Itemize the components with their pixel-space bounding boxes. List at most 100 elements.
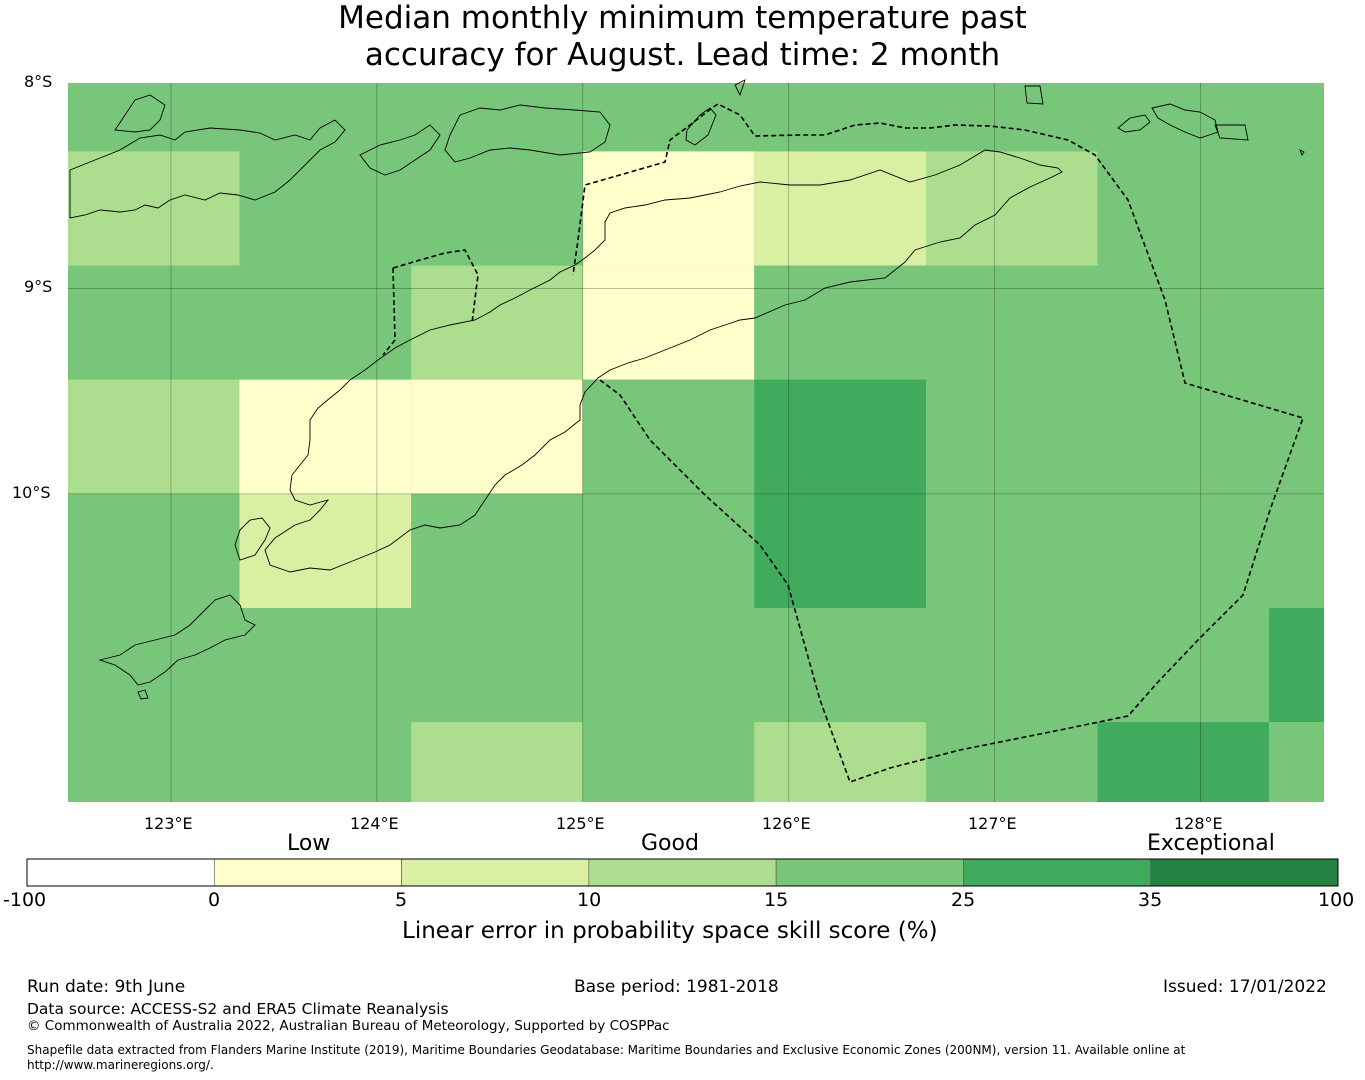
skill-grid <box>68 83 1324 802</box>
lembata-island <box>444 104 611 163</box>
grid-cell <box>925 265 1098 380</box>
grid-cell <box>582 379 755 494</box>
eez-boundary-east <box>572 103 1305 784</box>
grid-cell <box>925 379 1098 494</box>
grid-cell <box>1097 83 1270 152</box>
grid-cell <box>925 722 1098 802</box>
grid-cell <box>1269 265 1324 380</box>
lon-label-125e: 125°E <box>556 814 605 833</box>
grid-cell <box>582 151 755 266</box>
grid-cell <box>411 722 583 802</box>
colorbar-segment <box>963 858 1152 887</box>
colorbar-tick-25: 25 <box>951 889 976 911</box>
grid-cell <box>925 608 1098 723</box>
lat-label-8s: 8°S <box>24 72 53 91</box>
alor-island <box>1117 114 1151 133</box>
copyright: © Commonwealth of Australia 2022, Austra… <box>27 1018 670 1034</box>
grid-cell <box>582 83 755 152</box>
small-island-2 <box>1024 85 1044 105</box>
grid-cell <box>582 493 755 609</box>
lon-label-127e: 127°E <box>968 814 1017 833</box>
grid-cell <box>1269 83 1324 152</box>
grid-cell <box>1269 608 1324 723</box>
lat-label-9s: 9°S <box>24 277 53 296</box>
grid-cell <box>1097 265 1270 380</box>
grid-cell <box>1269 151 1324 266</box>
lon-label-123e: 123°E <box>144 814 193 833</box>
colorbar-tick-0: 0 <box>208 889 221 911</box>
grid-cell <box>239 608 412 723</box>
grid-cell <box>68 493 240 609</box>
ndana-island <box>137 689 149 700</box>
run-date: Run date: 9th June <box>27 977 186 997</box>
colorbar-tick-35: 35 <box>1138 889 1163 911</box>
colorbar-segment <box>588 858 777 887</box>
colorbar-segment <box>1150 858 1339 887</box>
grid-cell <box>411 83 583 152</box>
eez-boundary-oecusse <box>392 249 479 324</box>
small-island-1 <box>1214 124 1249 141</box>
colorbar-tick-100: 100 <box>1318 889 1355 911</box>
flores-island <box>69 119 346 219</box>
colorbar-tick-10: 10 <box>577 889 602 911</box>
category-good: Good <box>641 831 699 856</box>
grid-cell <box>411 608 583 723</box>
colorbar-tick--100: -100 <box>3 889 47 911</box>
colorbar-label: Linear error in probability space skill … <box>402 918 938 944</box>
grid-cell <box>754 493 926 609</box>
title-line-2: accuracy for August. Lead time: 2 month <box>364 37 1001 73</box>
grid-cell <box>1269 722 1324 802</box>
lat-label-10s: 10°S <box>12 483 51 502</box>
grid-cell <box>239 493 412 609</box>
issued-date: Issued: 17/01/2022 <box>1163 977 1327 997</box>
grid-cell <box>68 379 240 494</box>
eez-boundary-oecusse-west <box>382 267 396 356</box>
colorbar-segment <box>26 858 215 887</box>
grid-cell <box>411 379 583 494</box>
grid-cell <box>582 265 755 380</box>
grid-cell <box>411 493 583 609</box>
grid-cell <box>1097 608 1270 723</box>
grid-cell <box>239 83 412 152</box>
grid-cell <box>582 722 755 802</box>
grid-cell <box>1097 722 1270 802</box>
grid-cell <box>925 493 1098 609</box>
category-exceptional: Exceptional <box>1147 831 1275 856</box>
maritime-boundaries <box>382 103 1305 784</box>
colorbar-segment <box>213 858 402 887</box>
solor-island <box>359 124 441 176</box>
lon-label-124e: 124°E <box>350 814 399 833</box>
grid-cell <box>411 151 583 266</box>
colorbar <box>26 858 1339 887</box>
map-title: Median monthly minimum temperature past … <box>0 0 1365 74</box>
colorbar-segment <box>775 858 964 887</box>
grid-cell <box>68 151 240 266</box>
small-island-3 <box>1299 149 1305 156</box>
colorbar-frame <box>26 858 1339 887</box>
grid-cell <box>68 265 240 380</box>
shapefile-credit-1: Shapefile data extracted from Flanders M… <box>27 1043 1186 1057</box>
lon-label-126e: 126°E <box>762 814 811 833</box>
grid-cell <box>239 151 412 266</box>
title-line-1: Median monthly minimum temperature past <box>338 0 1027 36</box>
coastline-timor-north <box>69 79 1305 700</box>
rote-island <box>98 594 256 686</box>
timor-coastline <box>264 149 1063 573</box>
grid-cell <box>925 151 1098 266</box>
grid-cell <box>925 83 1098 152</box>
data-source: Data source: ACCESS-S2 and ERA5 Climate … <box>27 1000 449 1018</box>
grid-cell <box>1269 493 1324 609</box>
grid-cell <box>754 608 926 723</box>
base-period: Base period: 1981-2018 <box>574 977 779 997</box>
colorbar-tick-5: 5 <box>395 889 408 911</box>
grid-cell <box>239 265 412 380</box>
semau-island <box>234 517 271 561</box>
grid-cell <box>1097 493 1270 609</box>
grid-cell <box>239 379 412 494</box>
grid-cell <box>68 722 240 802</box>
colorbar-tick-15: 15 <box>764 889 789 911</box>
grid-cell <box>68 83 240 152</box>
grid-cell <box>754 151 926 266</box>
category-low: Low <box>287 831 331 856</box>
